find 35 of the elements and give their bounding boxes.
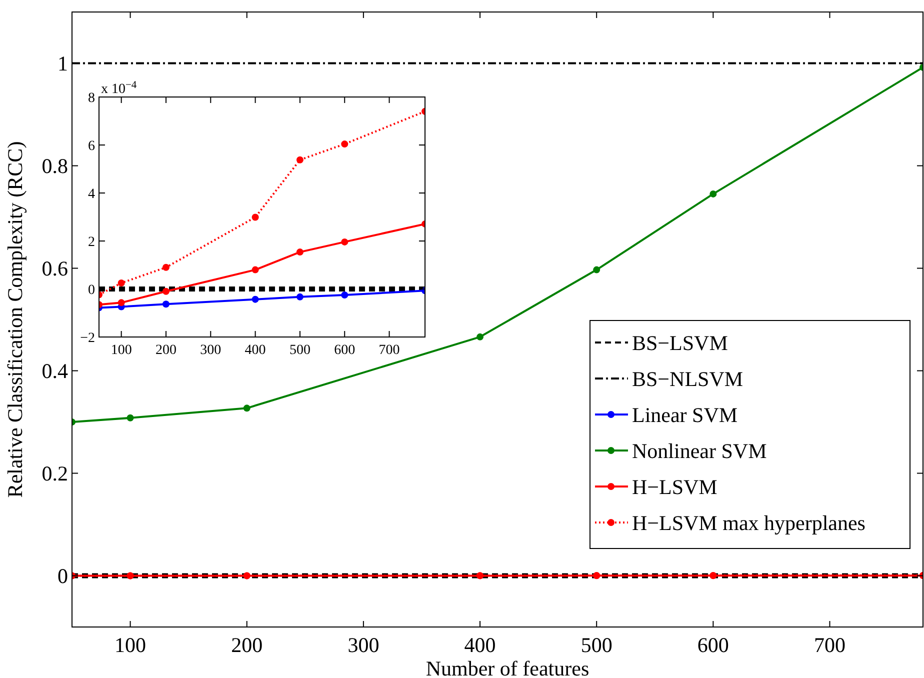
x-tick-label: 600 (697, 633, 729, 658)
y-tick-label: 0.2 (42, 462, 68, 486)
y-tick-label: 4 (88, 186, 95, 202)
legend-label: H−LSVM max hyperplanes (632, 510, 866, 535)
x-axis-title: Number of features (426, 656, 590, 678)
x-tick-label: 300 (200, 342, 222, 358)
x-tick-label: 700 (814, 633, 846, 658)
x-tick-label: 500 (289, 342, 310, 358)
y-axis-title: Relative Classification Complexity (RCC) (3, 141, 27, 498)
legend-label: Linear SVM (632, 402, 738, 427)
x-tick-label: 600 (334, 342, 356, 358)
x-tick-label: 400 (244, 342, 266, 358)
x-tick-label: 100 (114, 633, 146, 658)
y-tick-label: 0.4 (42, 359, 68, 384)
y-tick-label: 0.6 (42, 256, 68, 281)
annotation: x 10$^{−4}$ (101, 80, 138, 97)
y-tick-label: 1 (58, 52, 68, 76)
legend-label: BS−LSVM (632, 330, 728, 355)
x-tick-label: 200 (231, 633, 263, 658)
legend-label: BS−NLSVM (632, 366, 744, 391)
x-tick-label: 200 (155, 342, 176, 358)
x-tick-label: 700 (378, 342, 400, 358)
y-tick-label: 0.8 (42, 154, 68, 178)
x-tick-label: 400 (464, 633, 496, 658)
y-tick-label: 2 (88, 234, 95, 250)
y-tick-label: 0 (58, 564, 68, 588)
x-tick-label: 500 (580, 633, 612, 658)
y-tick-label: 8 (88, 90, 95, 106)
y-tick-label: 0 (88, 282, 95, 298)
y-tick-label: −2 (80, 330, 95, 346)
y-tick-label: 6 (88, 138, 95, 154)
x-tick-label: 100 (110, 342, 132, 358)
x-tick-label: 300 (348, 633, 380, 658)
legend-label: Nonlinear SVM (632, 438, 768, 463)
legend-label: H−LSVM (632, 474, 718, 499)
